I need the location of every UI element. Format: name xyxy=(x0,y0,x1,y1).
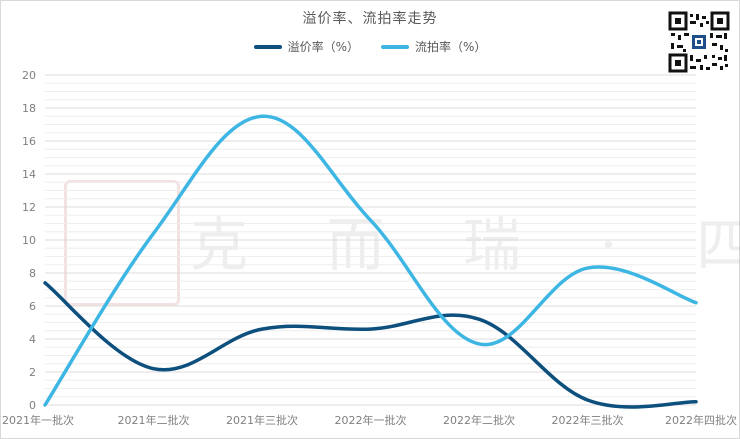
legend-item-flow[interactable]: 流拍率（%） xyxy=(381,38,486,55)
x-tick-label: 2022年一批次 xyxy=(335,413,407,427)
legend-label-premium: 溢价率（%） xyxy=(287,40,359,54)
x-tick-label: 2022年二批次 xyxy=(443,413,515,427)
y-tick-label: 18 xyxy=(22,102,36,115)
legend-swatch-premium xyxy=(253,44,282,49)
y-tick-label: 12 xyxy=(22,201,36,214)
watermark-seal xyxy=(64,180,180,306)
x-tick-label: 2022年四批次 xyxy=(665,413,737,427)
y-tick-label: 2 xyxy=(29,366,36,379)
chart-title: 溢价率、流拍率走势 xyxy=(302,11,438,27)
y-tick-label: 6 xyxy=(29,300,36,313)
x-tick-label: 2021年二批次 xyxy=(118,413,190,427)
x-tick-label: 2021年一批次 xyxy=(2,413,74,427)
qr-code-icon xyxy=(668,11,730,73)
legend-item-premium[interactable]: 溢价率（%） xyxy=(253,38,359,55)
x-tick-label: 2021年三批次 xyxy=(226,413,298,427)
y-tick-label: 20 xyxy=(22,69,36,82)
chart-legend: 溢价率（%） 流拍率（%） xyxy=(0,38,740,55)
watermark-text: 克 而 瑞 · 四 川 xyxy=(190,211,740,279)
legend-swatch-flow xyxy=(381,44,409,49)
y-tick-label: 4 xyxy=(29,333,36,346)
y-tick-label: 8 xyxy=(29,267,36,280)
y-tick-label: 0 xyxy=(29,399,36,412)
series-line-flow xyxy=(43,114,698,407)
series-line-premium xyxy=(43,281,698,409)
y-tick-label: 16 xyxy=(22,135,36,148)
y-tick-label: 14 xyxy=(22,168,36,181)
x-tick-label: 2022年三批次 xyxy=(552,413,624,427)
legend-label-flow: 流拍率（%） xyxy=(415,40,487,54)
y-tick-label: 10 xyxy=(22,234,36,247)
